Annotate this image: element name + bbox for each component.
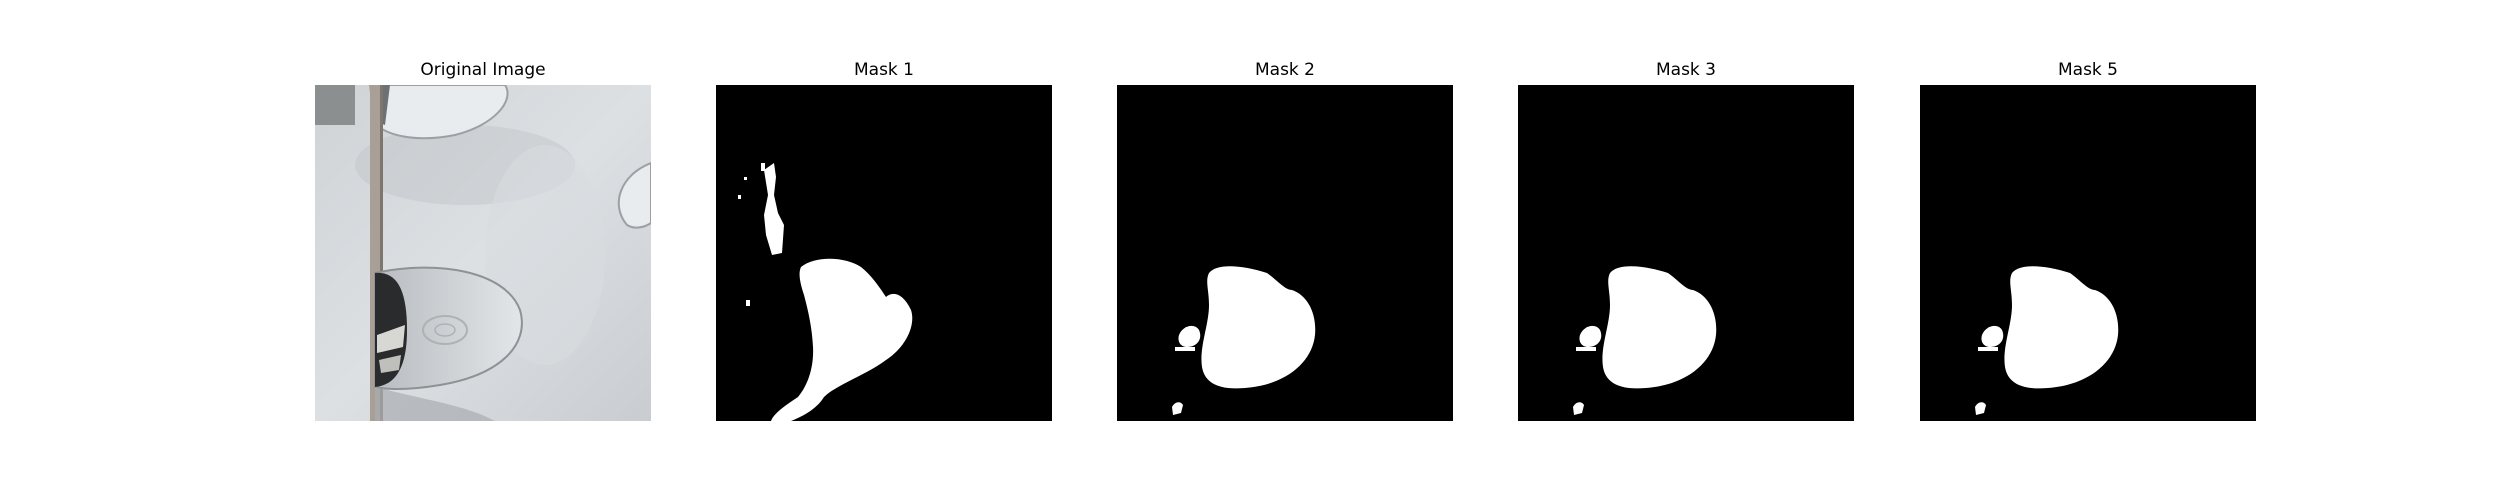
mask-3-panel: Mask 3 [1518, 56, 1854, 421]
panel-title: Original Image [420, 60, 546, 80]
original-image-panel: Original Image [315, 56, 651, 421]
original-photo [315, 85, 651, 421]
mask-3-image [1518, 85, 1854, 421]
panel-title: Mask 2 [1254, 60, 1315, 80]
mask-5-image [1920, 85, 2256, 421]
mask-1-panel: Mask 1 [716, 56, 1052, 421]
panel-title: Mask 5 [2057, 60, 2118, 80]
mask-2-image [1117, 85, 1453, 421]
panel-title: Mask 1 [853, 60, 914, 80]
mask-2-panel: Mask 2 [1117, 56, 1453, 421]
mask-5-panel: Mask 5 [1920, 56, 2256, 421]
panel-title: Mask 3 [1655, 60, 1716, 80]
mask-1-image [716, 85, 1052, 421]
